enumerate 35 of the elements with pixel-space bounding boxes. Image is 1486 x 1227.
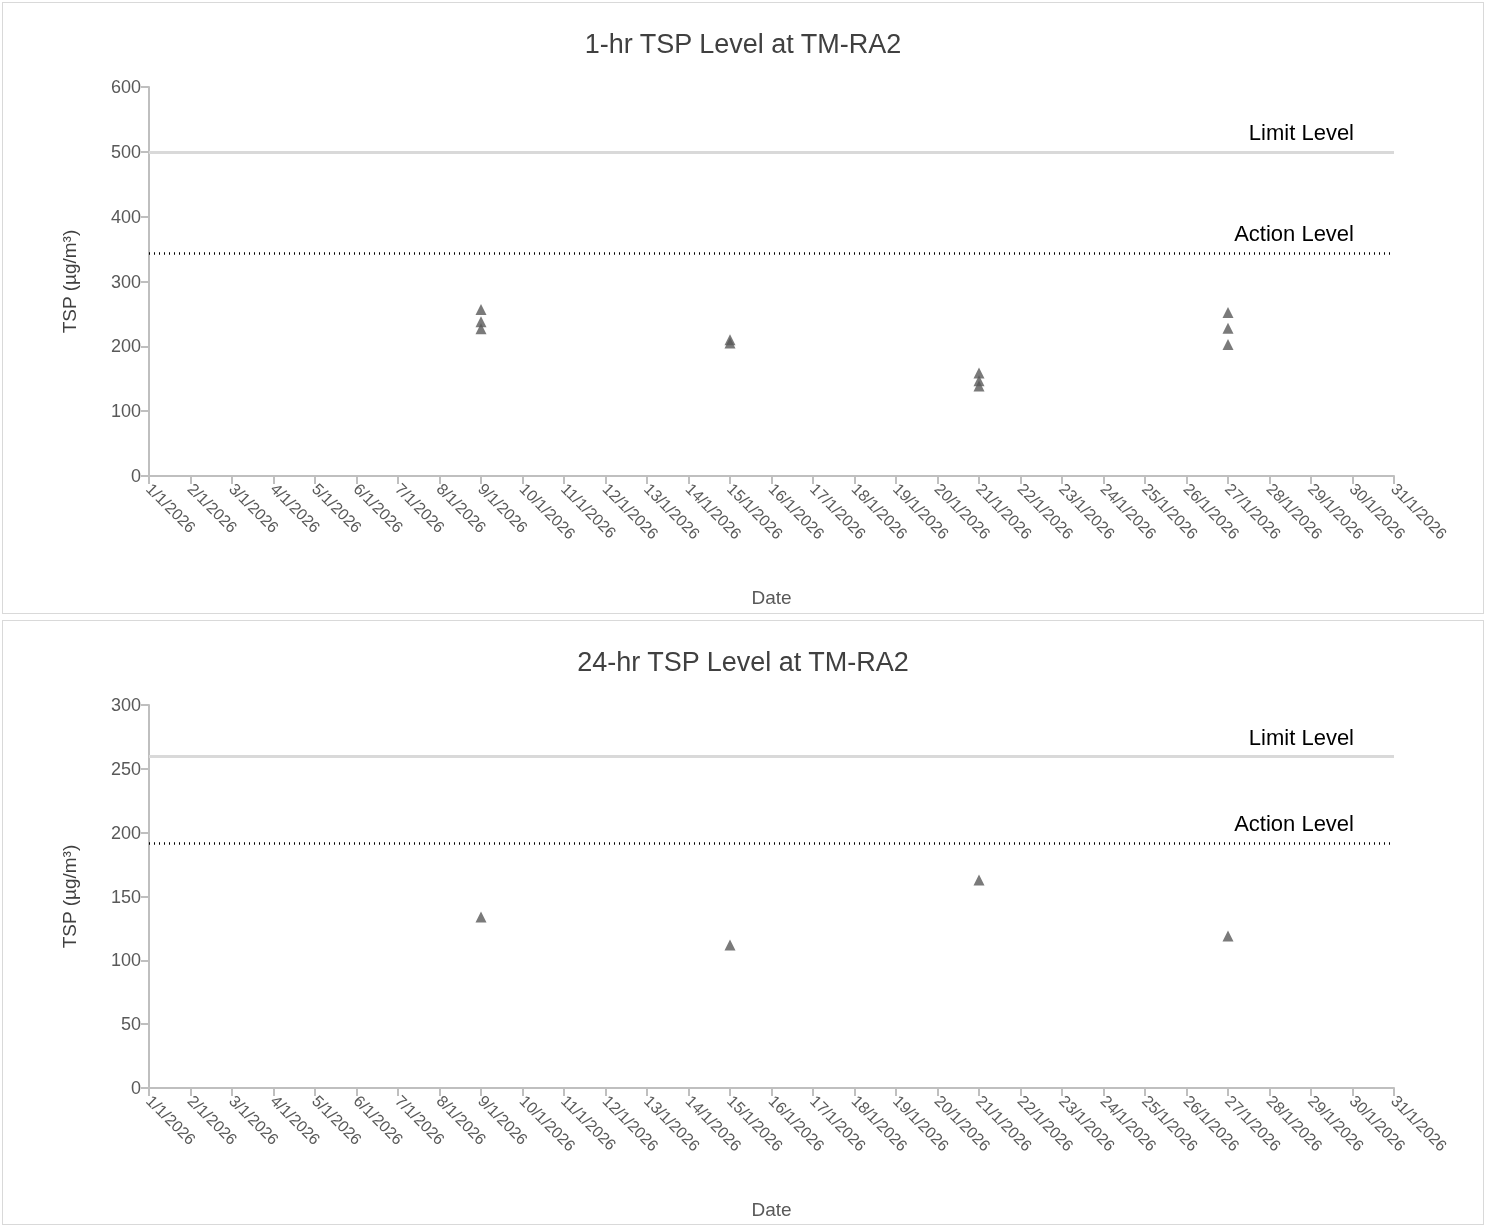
y-tick-label: 0 — [130, 1078, 141, 1098]
ref-line-label: Action Level — [1234, 811, 1354, 837]
point — [973, 874, 985, 886]
x-axis-title: Date — [751, 587, 792, 608]
point — [973, 380, 985, 392]
point — [1222, 307, 1234, 319]
y-tick-label: 600 — [110, 77, 141, 97]
y-tick-label: 0 — [130, 466, 141, 486]
ref-line-label: Action Level — [1234, 221, 1354, 247]
chart-title: 24-hr TSP Level at TM-RA2 — [577, 646, 909, 677]
y-axis-title: TSP (µg/m³) — [59, 844, 80, 949]
point — [475, 911, 487, 923]
y-tick-label: 250 — [110, 758, 141, 779]
point — [1222, 338, 1234, 350]
chart-title: 1-hr TSP Level at TM-RA2 — [584, 28, 902, 59]
y-tick-label: 50 — [120, 1014, 141, 1035]
point — [1222, 322, 1234, 334]
ref-line-label: Limit Level — [1248, 724, 1354, 750]
point — [475, 323, 487, 335]
point — [475, 303, 487, 315]
ref-line-label: Limit Level — [1248, 120, 1354, 146]
y-tick-label: 400 — [110, 206, 141, 227]
point — [724, 939, 736, 951]
y-tick-label: 200 — [110, 336, 141, 357]
x-axis-title: Date — [751, 1199, 792, 1220]
y-tick-label: 300 — [110, 271, 141, 292]
y-tick-label: 100 — [110, 950, 141, 971]
point — [1222, 930, 1234, 942]
y-tick-label: 500 — [110, 141, 141, 162]
y-axis-title: TSP (µg/m³) — [59, 229, 80, 334]
point — [973, 367, 985, 379]
y-tick-label: 300 — [110, 695, 141, 715]
y-tick-label: 100 — [110, 401, 141, 422]
y-tick-label: 200 — [110, 822, 141, 843]
y-tick-label: 150 — [110, 886, 141, 907]
